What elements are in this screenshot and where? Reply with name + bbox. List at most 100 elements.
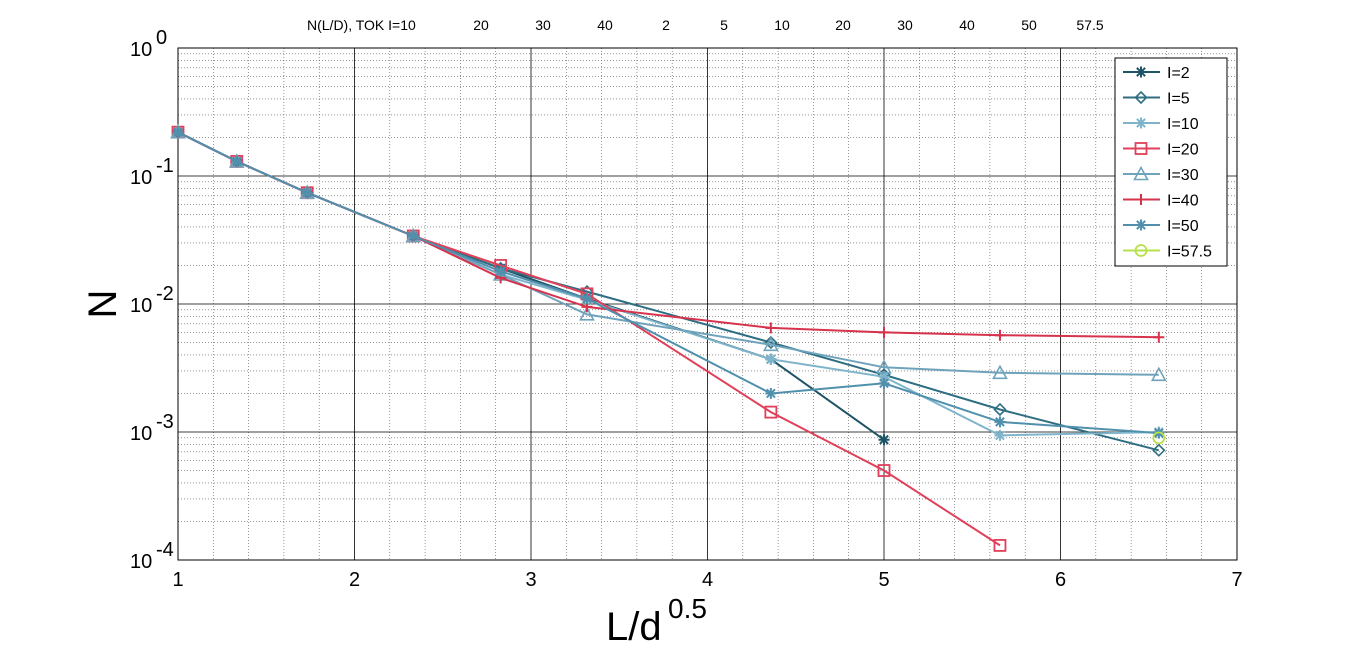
legend-item: I=5 [1123, 91, 1190, 108]
series-i-50 [172, 126, 1165, 439]
x-tick-labels: 1 2 3 4 5 6 7 [172, 569, 1242, 591]
x-tick-label: 7 [1231, 569, 1242, 591]
data-point [1153, 331, 1165, 343]
top-value-label: 5 [720, 17, 728, 33]
series-line [177, 131, 1159, 339]
series-layer [170, 123, 1167, 552]
x-axis-label: L/d [606, 605, 662, 649]
top-title: N(L/D), TOK I=10 [307, 17, 416, 33]
x-tick-label: 2 [349, 569, 360, 591]
legend-swatch-marker [1135, 117, 1147, 129]
legend-label: I=2 [1167, 65, 1190, 82]
legend-label: I=10 [1167, 116, 1199, 133]
series-line [177, 131, 1159, 376]
legend-item: I=40 [1123, 193, 1199, 210]
top-value-label: 30 [535, 17, 551, 33]
series-i-20 [171, 125, 1007, 552]
legend-swatch-marker [1133, 165, 1149, 181]
data-point [878, 326, 890, 338]
data-point [877, 464, 891, 477]
top-value-label: 40 [959, 17, 975, 33]
data-point [764, 405, 778, 419]
series-i-57-5 [1152, 431, 1166, 445]
data-point [1152, 431, 1166, 445]
data-point [878, 377, 890, 389]
data-point [231, 155, 243, 167]
legend-item: I=10 [1123, 116, 1199, 133]
y-tick-label: 10-3 [130, 411, 174, 445]
x-tick-label: 4 [702, 569, 713, 591]
y-tick-exponent: -1 [156, 155, 174, 177]
top-value-label: 20 [835, 17, 851, 33]
series-i-30 [170, 123, 1167, 382]
data-point [993, 402, 1007, 417]
legend-item: I=30 [1123, 165, 1199, 184]
data-point [1150, 366, 1167, 382]
x-axis-label-exponent: 0.5 [668, 593, 707, 624]
x-tick-label: 1 [172, 569, 183, 591]
y-tick-base: 10 [130, 551, 152, 573]
y-tick-label: 10-2 [130, 283, 174, 317]
legend-label: I=30 [1167, 167, 1199, 184]
series-line [177, 131, 1160, 452]
series-i-40 [172, 126, 1165, 343]
legend-label: I=5 [1167, 91, 1190, 108]
legend-box [1114, 57, 1228, 267]
series-i-10 [172, 126, 1165, 441]
data-point [301, 187, 313, 199]
top-value-label: 50 [1021, 17, 1037, 33]
top-value-label: 30 [897, 17, 913, 33]
data-point [765, 322, 777, 334]
legend-swatch-marker [1134, 142, 1148, 155]
series-line [177, 131, 1159, 437]
y-tick-label: 10-1 [130, 155, 174, 189]
data-point [764, 335, 778, 350]
legend-label: I=20 [1167, 142, 1199, 159]
data-point [579, 306, 595, 321]
top-value-label: 10 [774, 17, 790, 33]
x-tick-label: 6 [1055, 569, 1066, 591]
legend-item: I=2 [1123, 65, 1190, 82]
y-tick-label: 10-4 [130, 539, 174, 573]
plot-frame [177, 47, 1238, 561]
legend-swatch-marker [1135, 66, 1147, 78]
data-point [765, 353, 777, 365]
data-point [581, 293, 593, 305]
legend: I=2 I=5 I=10 I=20 I=30 I=40 I=50 I=57.5 [1114, 57, 1228, 267]
y-tick-base: 10 [130, 39, 152, 61]
legend-label: I=57.5 [1167, 244, 1212, 261]
y-tick-exponent: 0 [156, 27, 167, 49]
data-point [994, 416, 1006, 428]
series-line [177, 131, 1159, 435]
y-axis-label: N [81, 290, 125, 319]
x-axis-title: L/d 0.5 [606, 593, 707, 649]
data-point [763, 336, 779, 352]
legend-item: I=20 [1123, 142, 1199, 159]
y-tick-base: 10 [130, 423, 152, 445]
data-point [878, 434, 890, 446]
top-value-label: 40 [597, 17, 613, 33]
legend-item: I=57.5 [1123, 244, 1212, 261]
data-point [407, 230, 419, 242]
top-values: 20 30 40 2 5 10 20 30 40 50 57.5 [473, 17, 1104, 33]
data-point [765, 387, 777, 399]
legend-swatch-marker [1134, 90, 1148, 105]
data-point [992, 364, 1008, 380]
legend-swatch-marker [1135, 194, 1147, 205]
top-value-label: 2 [662, 17, 670, 33]
top-value-label: 57.5 [1076, 17, 1103, 33]
legend-item: I=50 [1123, 218, 1199, 235]
y-tick-exponent: -4 [156, 539, 174, 561]
x-tick-label: 5 [878, 569, 889, 591]
data-point [993, 539, 1007, 552]
x-tick-label: 3 [525, 569, 536, 591]
legend-label: I=50 [1167, 218, 1199, 235]
data-point [994, 429, 1006, 441]
y-tick-base: 10 [130, 295, 152, 317]
data-point [1152, 443, 1166, 457]
y-tick-exponent: -3 [156, 411, 174, 433]
data-point [994, 329, 1006, 341]
legend-items: I=2 I=5 I=10 I=20 I=30 I=40 I=50 I=57.5 [1123, 65, 1212, 261]
